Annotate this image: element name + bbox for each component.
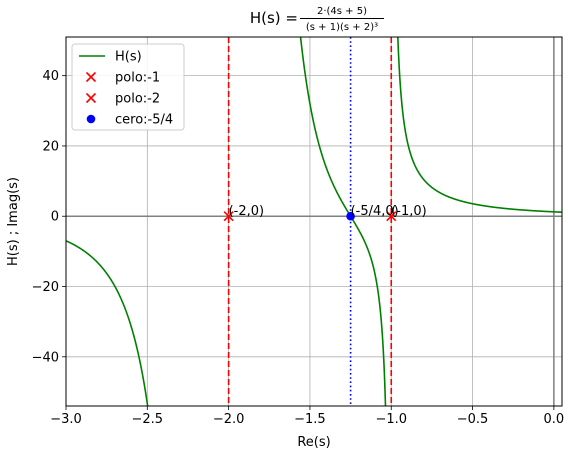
h-curve-segment <box>299 37 387 406</box>
zero-marker <box>346 211 355 221</box>
title-numerator: 2·(4s + 5) <box>317 6 367 17</box>
x-tick-label: −0.5 <box>457 412 489 427</box>
legend-x-swatch <box>85 92 97 104</box>
vertical-lines <box>227 37 393 406</box>
title-prefix: H(s) = <box>250 9 298 27</box>
pole-marker-stroke <box>386 211 397 222</box>
x-tick-label: −2.0 <box>213 412 245 427</box>
legend-box <box>71 43 185 131</box>
x-tick-label: −2.5 <box>132 412 164 427</box>
y-tick-label: 40 <box>42 69 59 84</box>
h-curve-segment <box>66 240 149 406</box>
x-axis-label: Re(s) <box>297 435 330 450</box>
y-axis-label: H(s) ; Imag(s) <box>6 177 21 266</box>
legend: H(s) polo:-1 polo:-2 cero:-5/4 <box>71 43 185 131</box>
y-tick-label: −20 <box>32 280 59 295</box>
y-tick-label: 20 <box>42 139 59 154</box>
plot-frame <box>65 36 563 407</box>
pole-marker <box>386 211 397 222</box>
x-tick-label: 0.0 <box>544 412 565 427</box>
x-tick-label: −1.0 <box>375 412 407 427</box>
x-tick-label: −3.0 <box>50 412 82 427</box>
annotation-layer: (-2,0) (-1,0)(-5/4,0) <box>229 204 427 219</box>
legend-label: polo:-1 <box>115 71 160 86</box>
legend-label: polo:-2 <box>115 92 160 107</box>
curve-layer <box>66 37 562 406</box>
legend-label: cero:-5/4 <box>115 113 173 128</box>
title-denominator: (s + 1)(s + 2)³ <box>306 22 378 33</box>
chart-title: H(s) = 2·(4s + 5) (s + 1)(s + 2)³ <box>250 6 384 33</box>
legend-dot-swatch <box>86 114 96 124</box>
point-annotation: (-2,0) <box>229 204 265 219</box>
reference-lines <box>66 37 562 406</box>
y-tick-label: 0 <box>51 210 59 225</box>
marker-layer <box>223 211 397 222</box>
x-tick-label: −1.5 <box>294 412 326 427</box>
legend-label: H(s) <box>115 50 142 65</box>
point-annotation: (-5/4,0) <box>351 204 399 219</box>
h-curve-segment <box>397 37 562 213</box>
pole-marker-stroke <box>223 211 234 222</box>
legend-x-swatch <box>85 71 97 83</box>
y-tick-label: −40 <box>32 350 59 365</box>
ticks: −3.0 −2.5 −2.0 −1.5 −1.0 −0.5 0.0 −40 −20 0 20 40 <box>32 69 565 427</box>
pole-marker <box>223 211 234 222</box>
point-annotation: (-1,0) <box>391 204 427 219</box>
